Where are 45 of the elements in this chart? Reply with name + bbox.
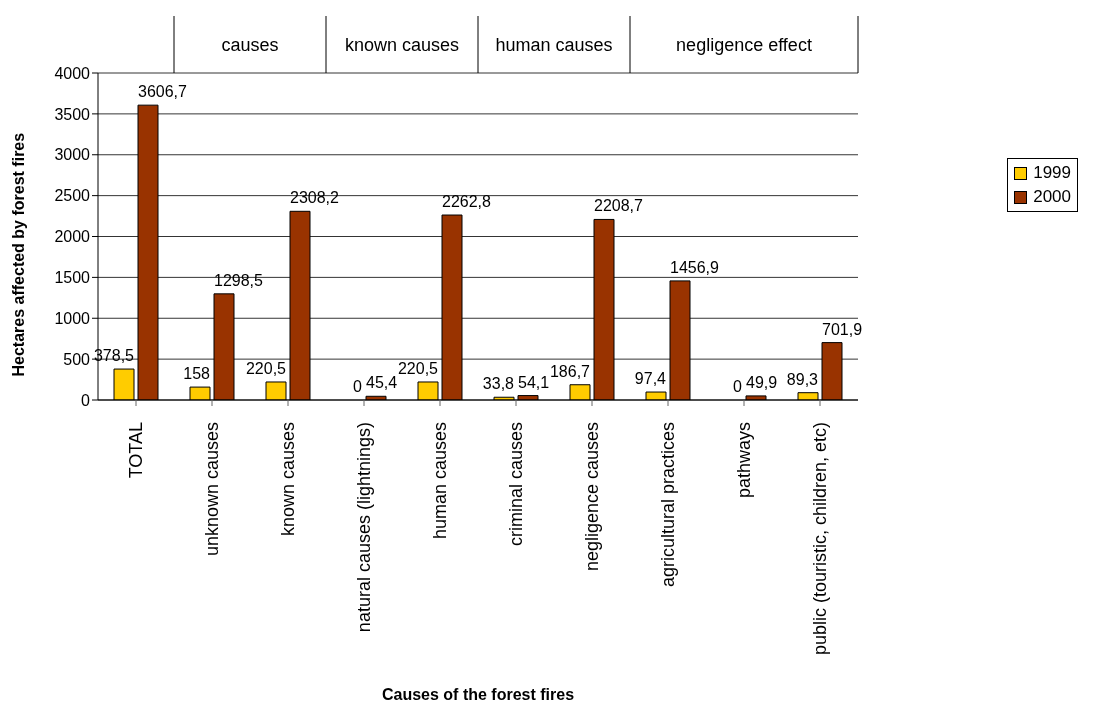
text: negligence effect (675, 33, 813, 57)
x-tick-label: agricultural practices (658, 422, 678, 588)
y-tick-label: 3500 (54, 105, 91, 123)
y-tick-label: 0 (81, 391, 91, 409)
x-tick-label: known causes (278, 422, 298, 537)
y-tick-label: 2500 (54, 187, 91, 205)
data-label: 1456,9 (670, 258, 720, 276)
data-label: 49,9 (746, 373, 778, 391)
x-tick-label: negligence causes (582, 422, 602, 572)
data-label: 701,9 (822, 320, 863, 338)
data-label: 2262,8 (442, 193, 492, 211)
y-axis-title: Hectares affected by forest fires (9, 132, 27, 377)
legend-label: 2000 (1033, 187, 1071, 207)
data-label: 220,5 (397, 359, 439, 377)
x-tick-label: public (touristic, children, etc) (810, 422, 830, 656)
y-tick-label: 4000 (54, 64, 91, 82)
y-tick-label: 1500 (54, 269, 91, 287)
data-label: 97,4 (634, 370, 667, 388)
data-label: 89,3 (786, 370, 819, 388)
x-tick-label: human causes (430, 422, 450, 540)
data-label: 0 (733, 378, 743, 395)
data-label: 33,8 (482, 375, 515, 393)
data-label: 158 (183, 365, 211, 383)
y-tick-label: 2000 (54, 228, 91, 246)
text: known causes (343, 33, 461, 57)
data-label: 220,5 (245, 359, 287, 377)
data-label: 45,4 (366, 374, 398, 392)
y-tick-label: 3000 (54, 146, 91, 164)
legend-label: 1999 (1033, 163, 1071, 183)
data-label: 186,7 (549, 362, 591, 380)
x-tick-label: TOTAL (126, 422, 146, 479)
data-label: 3606,7 (138, 83, 188, 101)
data-label: 54,1 (518, 373, 550, 391)
x-tick-label: unknown causes (202, 422, 222, 557)
text: human causes (494, 33, 614, 57)
data-label: 2208,7 (594, 197, 644, 215)
x-axis-title: Causes of the forest fires (381, 686, 575, 703)
x-tick-label: criminal causes (506, 422, 526, 547)
y-tick-label: 500 (63, 350, 91, 368)
x-tick-label: pathways (734, 422, 754, 499)
data-label: 378,5 (93, 347, 135, 365)
y-tick-label: 1000 (54, 309, 91, 327)
data-label: 0 (353, 378, 363, 395)
x-tick-label: natural causes (lightnings) (354, 422, 374, 633)
text: causes (220, 33, 280, 57)
